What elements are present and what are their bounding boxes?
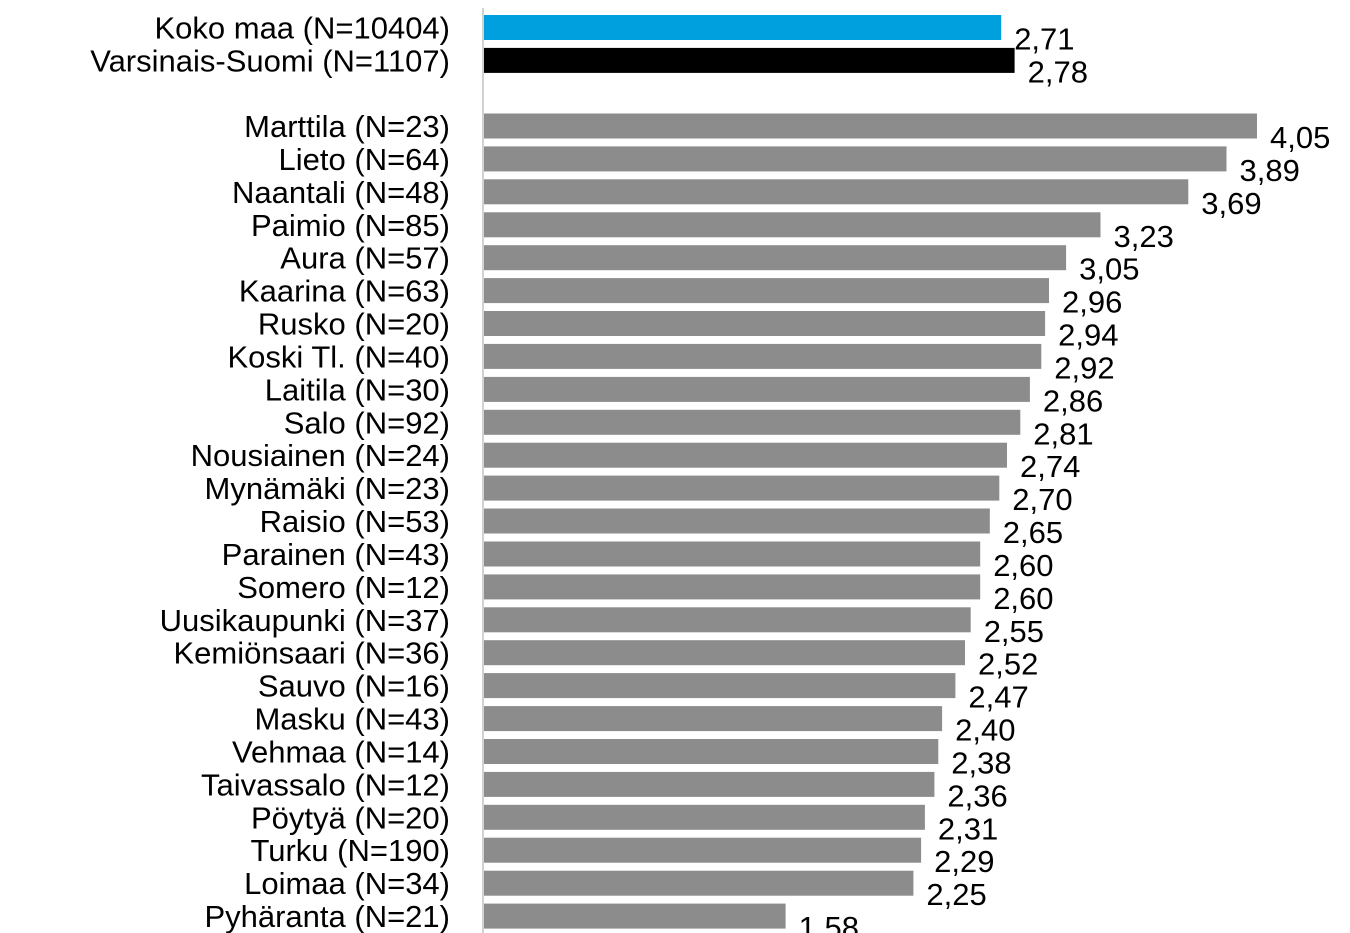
- bar-1-6: [484, 311, 1046, 336]
- value-label-1-4: 3,05: [1079, 252, 1139, 287]
- bar-1-7: [484, 343, 1042, 369]
- category-label-1-13: Parainen (N=43): [222, 537, 450, 572]
- bar-1-11: [484, 475, 1000, 501]
- category-label-1-1: Lieto (N=64): [279, 142, 450, 177]
- value-label-1-15: 2,55: [984, 614, 1044, 649]
- value-label-1-14: 2,60: [993, 581, 1053, 616]
- category-label-1-17: Sauvo (N=16): [258, 669, 450, 704]
- value-label-1-3: 3,23: [1114, 219, 1174, 254]
- bar-1-15: [484, 607, 971, 633]
- value-label-1-11: 2,70: [1012, 482, 1072, 517]
- bar-1-0: [484, 113, 1257, 139]
- value-label-1-6: 2,94: [1058, 318, 1118, 353]
- bar-1-20: [484, 771, 935, 797]
- category-label-1-24: Pyhäranta (N=21): [204, 899, 450, 933]
- value-label-0-0: 2,71: [1014, 22, 1074, 57]
- value-label-1-13: 2,60: [993, 548, 1053, 583]
- category-label-1-0: Marttila (N=23): [244, 109, 450, 144]
- category-label-1-4: Aura (N=57): [280, 241, 450, 276]
- bar-1-5: [484, 278, 1049, 304]
- category-label-1-21: Pöytyä (N=20): [251, 800, 450, 835]
- bar-1-22: [484, 837, 922, 863]
- value-label-1-7: 2,92: [1054, 350, 1114, 385]
- value-label-1-17: 2,47: [968, 680, 1028, 715]
- category-label-1-16: Kemiönsaari (N=36): [173, 636, 450, 671]
- category-labels: Koko maa (N=10404)Varsinais-Suomi (N=110…: [90, 11, 450, 933]
- bar-1-16: [484, 640, 965, 666]
- category-label-1-22: Turku (N=190): [250, 833, 450, 868]
- category-label-1-20: Taivassalo (N=12): [201, 767, 450, 802]
- bar-1-21: [484, 804, 925, 830]
- category-label-1-15: Uusikaupunki (N=37): [160, 603, 450, 638]
- value-label-1-19: 2,38: [951, 746, 1011, 781]
- value-label-0-1: 2,78: [1028, 54, 1088, 89]
- value-label-1-22: 2,29: [934, 844, 994, 879]
- category-label-1-19: Vehmaa (N=14): [232, 735, 450, 770]
- value-label-1-21: 2,31: [938, 811, 998, 846]
- category-label-1-14: Somero (N=12): [237, 570, 450, 605]
- bar-1-14: [484, 574, 981, 600]
- category-label-1-12: Raisio (N=53): [260, 504, 450, 539]
- value-label-1-9: 2,81: [1033, 416, 1093, 451]
- bar-1-10: [484, 442, 1007, 468]
- category-label-1-3: Paimio (N=85): [251, 208, 450, 243]
- bar-1-18: [484, 706, 943, 732]
- category-label-1-9: Salo (N=92): [284, 405, 450, 440]
- bar-1-13: [484, 541, 981, 567]
- value-label-1-5: 2,96: [1062, 285, 1122, 320]
- value-label-1-2: 3,69: [1201, 186, 1261, 221]
- category-label-1-23: Loimaa (N=34): [244, 866, 450, 901]
- category-label-1-5: Kaarina (N=63): [239, 274, 450, 309]
- bar-0-0: [484, 15, 1002, 40]
- bar-1-12: [484, 508, 990, 534]
- category-label-1-18: Masku (N=43): [254, 702, 450, 737]
- bar-1-8: [484, 376, 1030, 402]
- bar-1-23: [484, 870, 914, 896]
- bar-1-4: [484, 245, 1067, 271]
- bar-1-3: [484, 212, 1101, 238]
- bar-1-24: [484, 903, 786, 929]
- bar-0-1: [484, 47, 1015, 73]
- category-label-1-11: Mynämäki (N=23): [205, 471, 451, 506]
- value-label-1-12: 2,65: [1003, 515, 1063, 550]
- value-labels: 2,712,78 4,053,893,69 3,233,052,962,942,92…: [799, 22, 1331, 933]
- value-label-1-8: 2,86: [1043, 383, 1103, 418]
- value-label-1-0: 4,05: [1270, 120, 1330, 155]
- category-label-1-10: Nousiainen (N=24): [191, 438, 450, 473]
- category-label-1-2: Naantali (N=48): [232, 175, 450, 210]
- value-label-1-10: 2,74: [1020, 449, 1080, 484]
- category-label-1-7: Koski Tl. (N=40): [227, 339, 450, 374]
- bar-1-2: [484, 179, 1189, 205]
- category-label-0-1: Varsinais-Suomi (N=1107): [90, 43, 450, 78]
- value-label-1-23: 2,25: [926, 877, 986, 912]
- category-label-0-0: Koko maa (N=10404): [154, 11, 450, 46]
- value-label-1-24: 1,58: [799, 910, 859, 933]
- bars-layer: [484, 15, 1257, 929]
- category-label-1-8: Laitila (N=30): [265, 372, 450, 407]
- value-label-1-18: 2,40: [955, 713, 1015, 748]
- value-label-1-20: 2,36: [947, 778, 1007, 813]
- bar-1-17: [484, 673, 956, 699]
- value-label-1-16: 2,52: [978, 647, 1038, 682]
- bar-1-19: [484, 739, 939, 764]
- category-label-1-6: Rusko (N=20): [258, 307, 450, 342]
- value-label-1-1: 3,89: [1240, 153, 1300, 188]
- bar-1-1: [484, 146, 1227, 172]
- bar-1-9: [484, 409, 1021, 435]
